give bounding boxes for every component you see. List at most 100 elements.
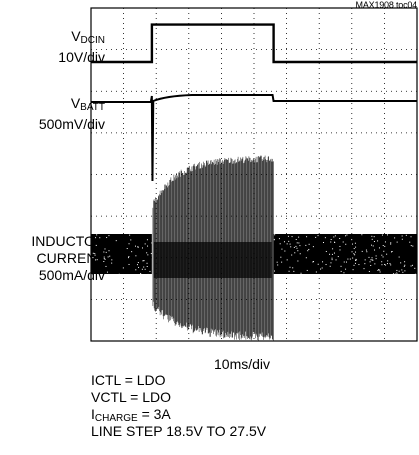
- noise-speck: [390, 264, 392, 266]
- noise-speck: [382, 256, 384, 258]
- noise-speck: [379, 271, 381, 273]
- noise-speck: [289, 243, 291, 245]
- noise-speck: [322, 261, 324, 263]
- noise-speck: [394, 273, 396, 275]
- noise-speck: [378, 247, 380, 249]
- noise-speck: [321, 267, 323, 269]
- noise-speck: [111, 259, 113, 261]
- noise-speck: [371, 238, 373, 240]
- noise-speck: [293, 246, 295, 248]
- noise-speck: [401, 269, 403, 271]
- noise-speck: [339, 249, 341, 251]
- noise-speck: [343, 261, 345, 263]
- noise-speck: [324, 237, 326, 239]
- noise-speck: [317, 263, 319, 265]
- noise-speck: [141, 247, 143, 249]
- noise-speck: [345, 235, 347, 237]
- noise-speck: [137, 262, 139, 264]
- noise-speck: [331, 259, 333, 261]
- noise-speck: [355, 246, 357, 248]
- noise-speck: [353, 248, 355, 250]
- noise-speck: [354, 254, 356, 256]
- noise-speck: [370, 259, 372, 261]
- noise-speck: [401, 235, 403, 237]
- noise-speck: [358, 264, 360, 266]
- noise-speck: [274, 234, 276, 236]
- condition-vctl: VCTL = LDO: [91, 389, 172, 405]
- noise-speck: [381, 254, 383, 256]
- noise-speck: [95, 237, 97, 239]
- noise-speck: [334, 241, 336, 243]
- noise-speck: [291, 236, 293, 238]
- noise-speck: [136, 264, 138, 266]
- noise-speck: [286, 259, 288, 261]
- noise-speck: [142, 260, 144, 262]
- noise-speck: [375, 255, 377, 257]
- noise-speck: [349, 258, 351, 260]
- noise-speck: [104, 248, 106, 250]
- noise-speck: [404, 264, 406, 266]
- noise-speck: [412, 264, 414, 266]
- noise-speck: [339, 237, 341, 239]
- noise-speck: [351, 239, 353, 241]
- noise-speck: [131, 251, 133, 253]
- noise-speck: [103, 258, 105, 260]
- noise-speck: [137, 246, 139, 248]
- noise-speck: [361, 250, 363, 252]
- noise-speck: [371, 235, 373, 237]
- noise-speck: [95, 244, 97, 246]
- noise-speck: [330, 241, 332, 243]
- noise-speck: [364, 259, 366, 261]
- noise-speck: [379, 269, 381, 271]
- noise-speck: [147, 254, 149, 256]
- noise-speck: [389, 263, 391, 265]
- noise-speck: [144, 268, 146, 270]
- noise-speck: [405, 234, 407, 236]
- noise-speck: [150, 253, 152, 255]
- noise-speck: [128, 256, 130, 258]
- noise-speck: [345, 268, 347, 270]
- noise-speck: [325, 264, 327, 266]
- noise-speck: [385, 264, 387, 266]
- noise-speck: [135, 255, 137, 257]
- noise-speck: [374, 263, 376, 265]
- noise-speck: [312, 261, 314, 263]
- noise-speck: [308, 248, 310, 250]
- grid: [91, 8, 417, 341]
- noise-speck: [151, 242, 153, 244]
- noise-speck: [103, 251, 105, 253]
- noise-speck: [384, 245, 386, 247]
- noise-speck: [371, 259, 373, 261]
- noise-speck: [342, 241, 344, 243]
- noise-speck: [351, 243, 353, 245]
- noise-speck: [402, 271, 404, 273]
- noise-speck: [118, 273, 120, 275]
- noise-speck: [365, 249, 367, 251]
- noise-speck: [277, 264, 279, 266]
- noise-speck: [151, 242, 153, 244]
- noise-speck: [96, 234, 98, 236]
- noise-speck: [134, 245, 136, 247]
- noise-speck: [135, 269, 137, 271]
- noise-speck: [347, 258, 349, 260]
- noise-speck: [381, 264, 383, 266]
- noise-speck: [146, 262, 148, 264]
- vbatt-label: VBATT 500mV/div: [38, 95, 105, 132]
- noise-speck: [330, 239, 332, 241]
- noise-speck: [141, 268, 143, 270]
- noise-speck: [386, 253, 388, 255]
- noise-speck: [374, 249, 376, 251]
- noise-speck: [103, 256, 105, 258]
- noise-speck: [312, 246, 314, 248]
- noise-speck: [352, 269, 354, 271]
- noise-speck: [339, 245, 341, 247]
- noise-speck: [383, 250, 385, 252]
- noise-speck: [107, 256, 109, 258]
- noise-speck: [96, 259, 98, 261]
- noise-speck: [149, 270, 151, 272]
- noise-speck: [297, 250, 299, 252]
- noise-speck: [299, 245, 301, 247]
- noise-speck: [306, 236, 308, 238]
- noise-speck: [398, 256, 400, 258]
